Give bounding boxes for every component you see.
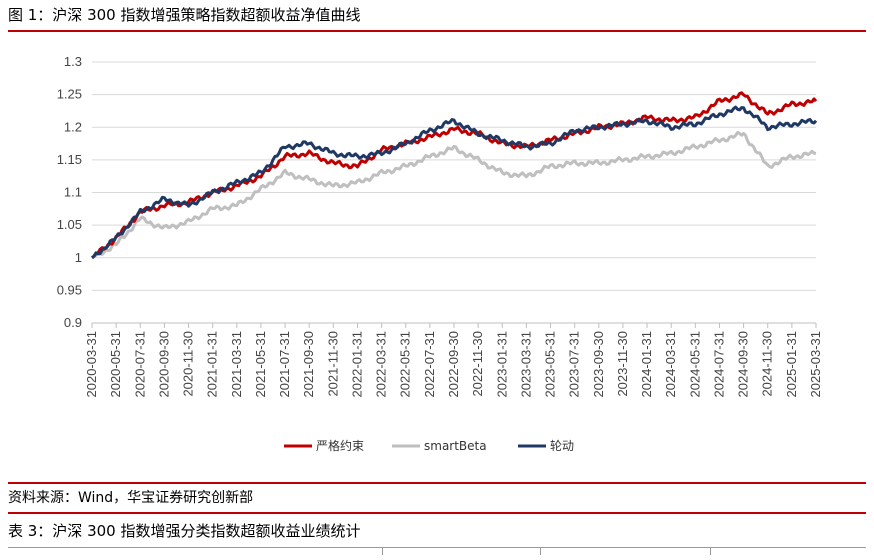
- legend: 严格约束 smartBeta 轮动: [284, 438, 574, 453]
- legend-label: 轮动: [550, 439, 574, 453]
- x-tick-label: 2025-03-31: [808, 331, 823, 398]
- y-tick-label: 1.2: [64, 119, 82, 134]
- y-tick-label: 1.05: [57, 217, 82, 232]
- series-lines: [91, 91, 818, 260]
- table-caption: 表 3：沪深 300 指数增强分类指数超额收益业绩统计: [8, 522, 361, 540]
- gridlines: [91, 61, 817, 328]
- line-chart: 1.3 1.25 1.2 1.15 1.1 1.05 1 0.95 0.9 2020-03-31…: [57, 54, 823, 453]
- x-tick-label: 2020-07-31: [132, 331, 147, 398]
- y-tick-label: 1: [75, 250, 82, 265]
- series-line-2: [91, 105, 818, 259]
- x-tick-label: 2024-01-31: [639, 331, 654, 398]
- x-tick-label: 2023-05-31: [543, 331, 558, 398]
- x-tick-label: 2020-09-30: [156, 331, 171, 398]
- x-tick-label: 2024-03-31: [663, 331, 678, 398]
- x-tick-label: 2021-03-31: [229, 331, 244, 398]
- x-tick-label: 2022-11-30: [470, 331, 485, 397]
- x-tick-label: 2024-11-30: [760, 331, 775, 397]
- table-top-border: [8, 547, 866, 548]
- y-tick-label: 1.25: [57, 87, 82, 102]
- x-tick-label: 2022-07-31: [422, 331, 437, 398]
- legend-label: smartBeta: [424, 439, 487, 453]
- source-note: 资料来源：Wind，华宝证券研究创新部: [8, 490, 254, 506]
- x-tick-label: 2020-11-30: [181, 331, 196, 397]
- source-rule: [8, 482, 866, 484]
- x-tick-label: 2023-01-31: [494, 331, 509, 398]
- x-tick-label: 2024-09-30: [736, 331, 751, 398]
- table-column-divider: [540, 547, 541, 555]
- legend-label: 严格约束: [316, 438, 364, 453]
- table-column-divider: [382, 547, 383, 555]
- caption-rule: [8, 30, 866, 32]
- x-tick-label: 2023-09-30: [591, 331, 606, 398]
- table-caption-rule: [8, 512, 866, 514]
- x-tick-label: 2022-05-31: [398, 331, 413, 398]
- x-tick-label: 2020-03-31: [84, 331, 99, 398]
- x-tick-label: 2023-11-30: [615, 331, 630, 397]
- x-tick-label: 2023-07-31: [567, 331, 582, 398]
- table-column-divider: [710, 547, 711, 555]
- x-axis-tick-labels: 2020-03-31 2020-05-31 2020-07-31 2020-09-30…: [84, 331, 823, 398]
- y-tick-label: 1.3: [64, 54, 82, 69]
- x-tick-label: 2024-05-31: [687, 331, 702, 398]
- x-tick-label: 2023-03-31: [518, 331, 533, 398]
- figure-caption: 图 1：沪深 300 指数增强策略指数超额收益净值曲线: [8, 6, 361, 24]
- y-tick-label: 1.1: [64, 185, 82, 200]
- y-axis-tick-labels: 1.3 1.25 1.2 1.15 1.1 1.05 1 0.95 0.9: [57, 54, 82, 330]
- x-tick-label: 2022-09-30: [446, 331, 461, 398]
- series-line-1: [91, 131, 817, 260]
- y-tick-label: 0.95: [57, 282, 82, 297]
- x-tick-label: 2022-01-31: [349, 331, 364, 398]
- x-tick-label: 2024-07-31: [711, 331, 726, 398]
- x-tick-label: 2021-05-31: [253, 331, 268, 398]
- x-tick-label: 2025-01-31: [784, 331, 799, 398]
- x-tick-label: 2021-07-31: [277, 331, 292, 398]
- x-tick-label: 2021-01-31: [205, 331, 220, 398]
- x-tick-label: 2021-09-30: [301, 331, 316, 398]
- x-tick-label: 2020-05-31: [108, 331, 123, 398]
- y-tick-label: 0.9: [64, 315, 82, 330]
- y-tick-label: 1.15: [57, 152, 82, 167]
- x-tick-label: 2021-11-30: [325, 331, 340, 397]
- x-tick-label: 2022-03-31: [374, 331, 389, 398]
